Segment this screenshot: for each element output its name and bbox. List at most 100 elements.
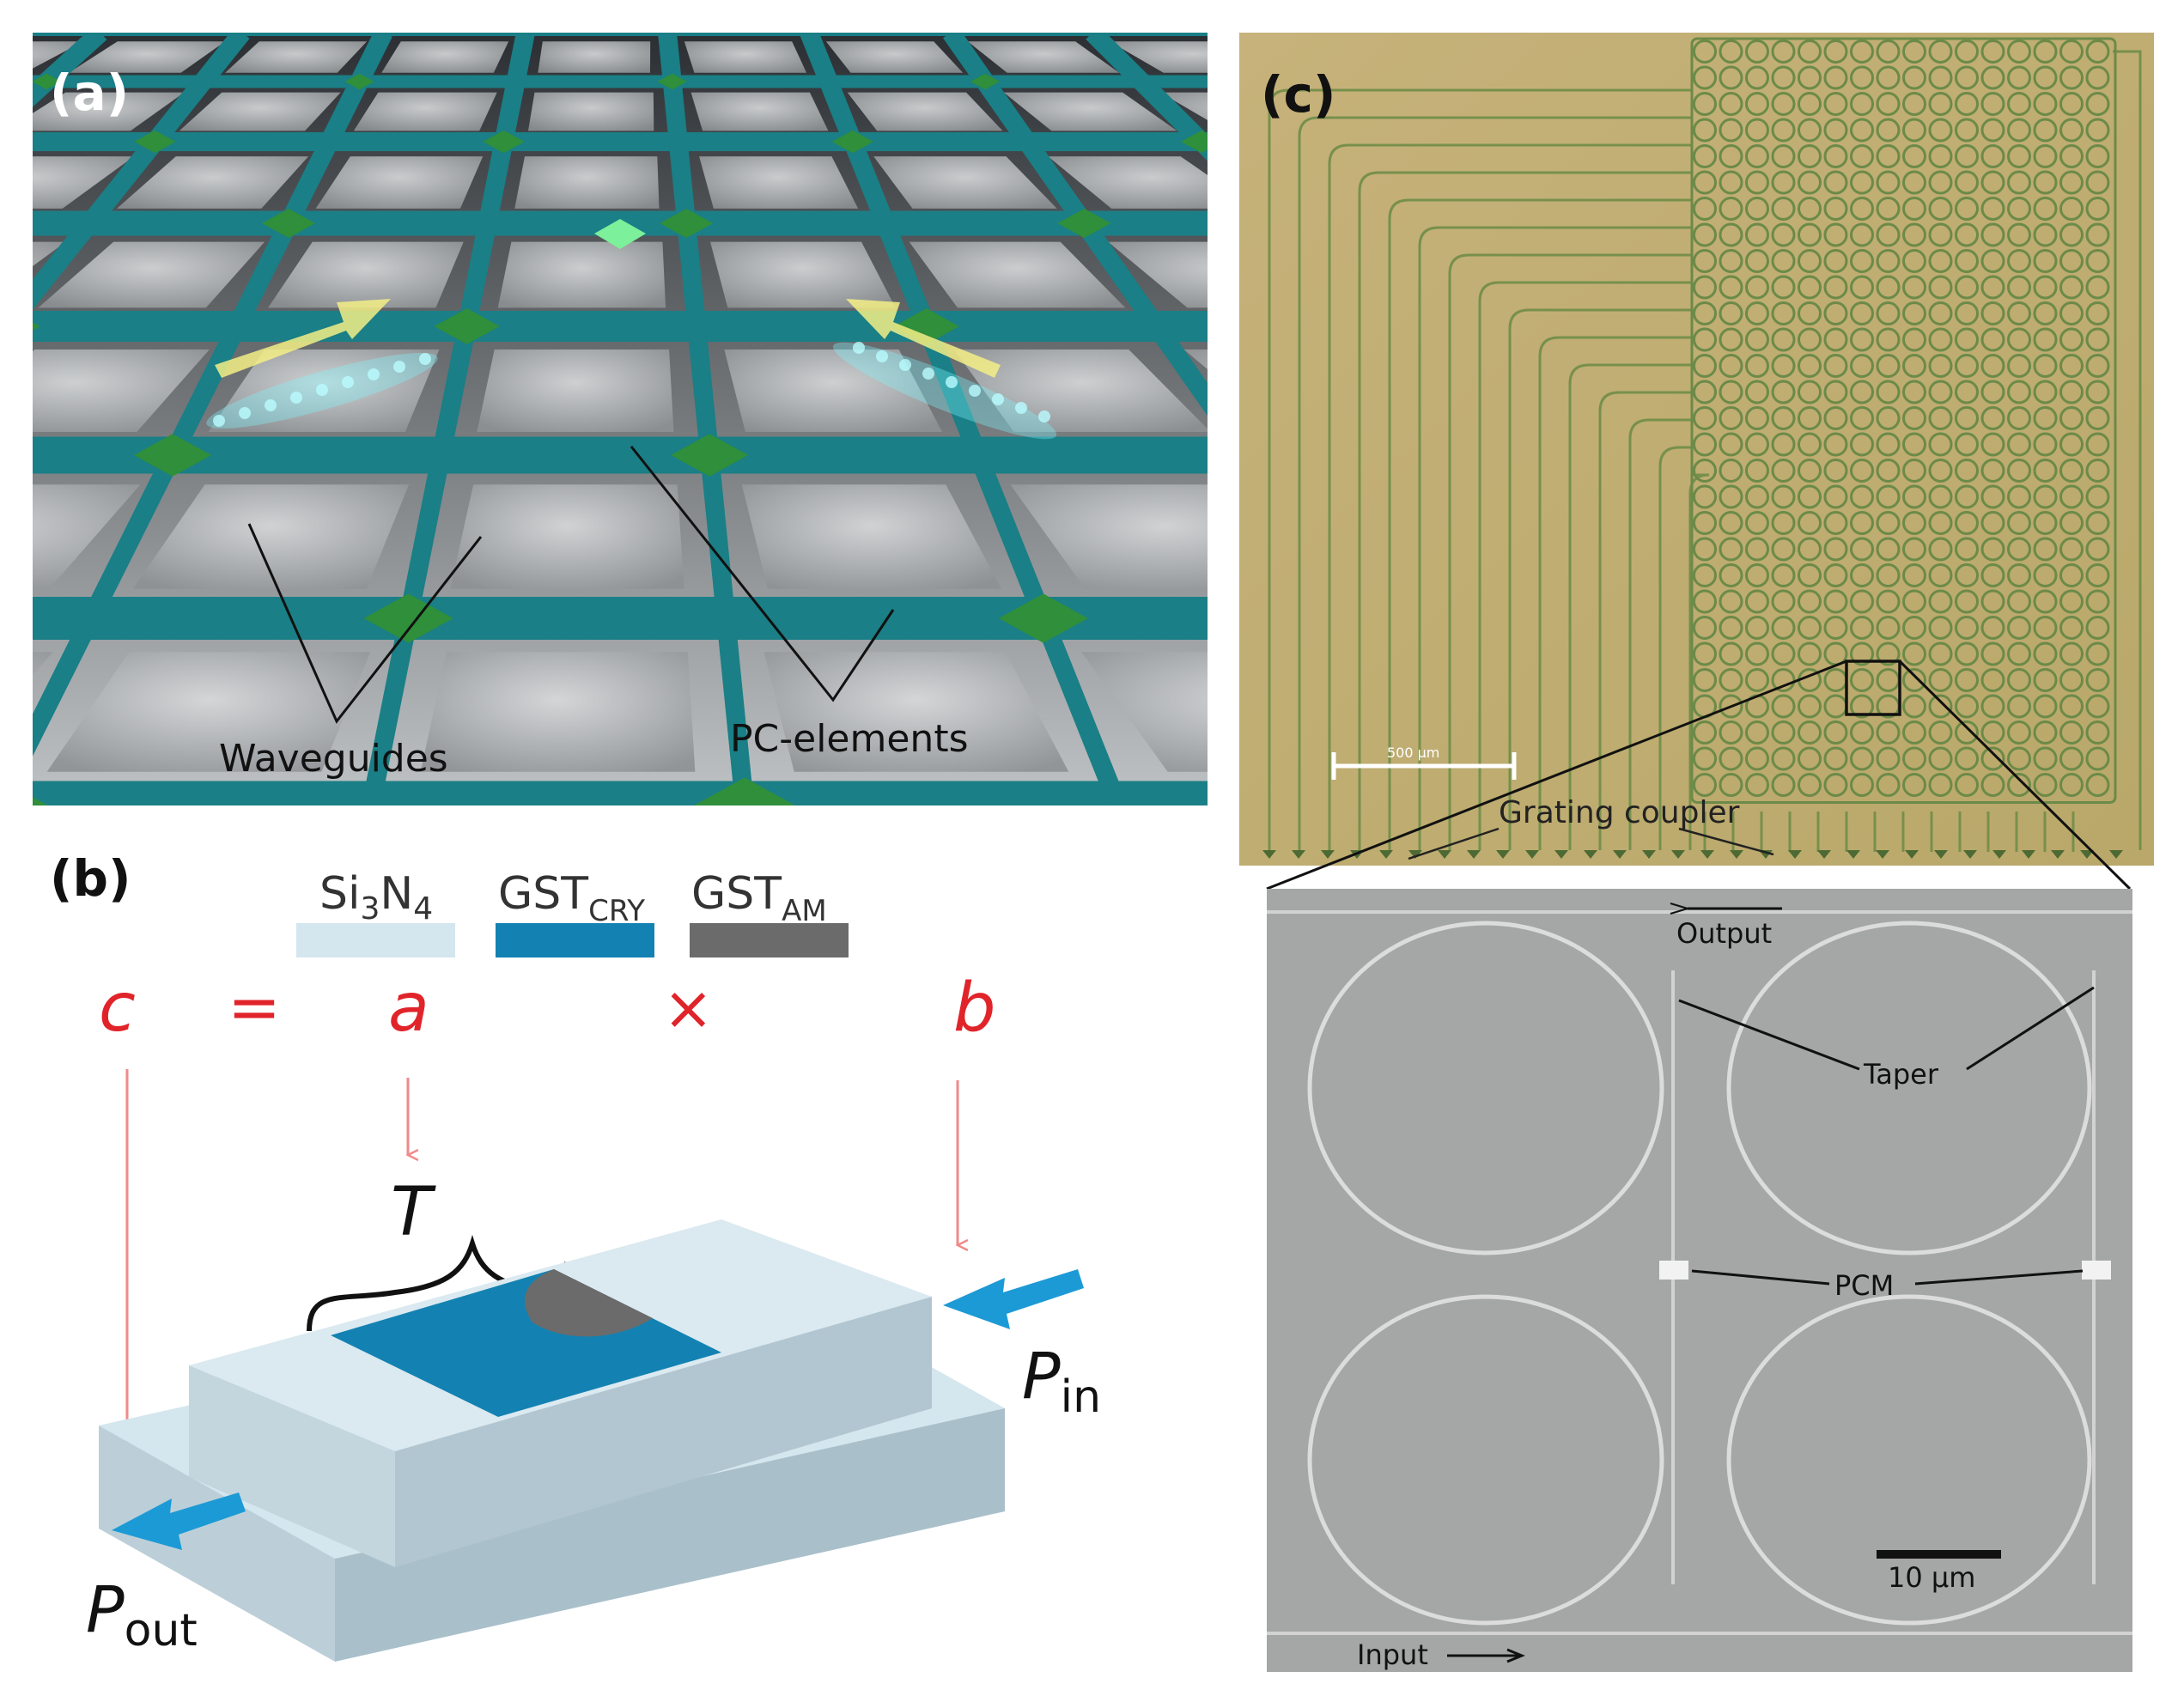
micro-ring	[1955, 563, 1979, 587]
micro-ring	[2085, 746, 2110, 771]
micro-ring	[1719, 144, 1743, 168]
pc-elements-callout	[630, 446, 895, 702]
micro-ring	[1850, 92, 1874, 116]
micro-ring	[1745, 92, 1769, 116]
micro-ring	[1955, 746, 1979, 771]
micro-ring	[1771, 746, 1796, 771]
micro-ring	[1928, 484, 1953, 509]
micro-ring	[2007, 746, 2031, 771]
micro-ring	[1823, 170, 1848, 195]
micro-ring	[2033, 249, 2058, 273]
micro-ring	[1693, 589, 1717, 614]
grating-coupler	[1584, 850, 1597, 859]
micro-ring	[1745, 563, 1769, 587]
micro-ring	[2007, 432, 2031, 457]
micro-ring	[2085, 406, 2110, 430]
micro-ring	[1823, 222, 1848, 247]
grating-coupler	[1613, 850, 1627, 859]
grid-cell	[967, 41, 1120, 73]
micro-ring	[1798, 249, 1822, 273]
pc-element	[831, 130, 873, 154]
micro-ring	[1876, 249, 1901, 273]
micro-ring	[1693, 773, 1717, 797]
micro-ring	[2007, 380, 2031, 404]
micro-ring	[1771, 616, 1796, 640]
micro-ring	[2059, 668, 2084, 692]
micro-ring	[1693, 275, 1717, 300]
micro-ring	[1980, 616, 2005, 640]
micro-ring	[1955, 641, 1979, 666]
micro-ring	[1798, 301, 1822, 325]
grating-coupler	[1934, 850, 1948, 859]
micro-ring	[1719, 773, 1743, 797]
grating-coupler	[1292, 850, 1305, 859]
micro-ring	[2007, 144, 2031, 168]
waveguide-grid	[33, 33, 1208, 805]
grid-cell	[724, 350, 943, 432]
micro-ring	[1823, 432, 1848, 457]
grating-coupler	[1788, 850, 1802, 859]
micro-ring	[2059, 144, 2084, 168]
micro-ring	[2033, 511, 2058, 535]
micro-ring	[1980, 563, 2005, 587]
micro-ring	[1850, 170, 1874, 195]
micro-ring	[1823, 354, 1848, 378]
micro-ring	[1771, 537, 1796, 562]
light-dot	[419, 353, 431, 365]
micro-ring	[1693, 380, 1717, 404]
micro-ring	[2085, 197, 2110, 221]
micro-ring	[1928, 327, 1953, 352]
taper-label: Taper	[1863, 1058, 1939, 1091]
micro-ring	[1876, 301, 1901, 325]
micro-ring	[1980, 380, 2005, 404]
micro-ring	[1902, 432, 1926, 457]
micro-ring	[1693, 301, 1717, 325]
micro-ring	[1771, 354, 1796, 378]
micro-ring	[1928, 537, 1953, 562]
micro-ring	[1823, 406, 1848, 430]
grid-cell	[873, 156, 1057, 209]
pc-element	[434, 308, 500, 344]
light-dot	[969, 385, 981, 397]
micro-ring	[1771, 222, 1796, 247]
micro-ring	[1719, 746, 1743, 771]
micro-ring	[1693, 484, 1717, 509]
scale-bar-top	[1331, 752, 1517, 780]
micro-ring	[2033, 327, 2058, 352]
micro-ring	[1719, 380, 1743, 404]
micro-ring	[2033, 354, 2058, 378]
micro-ring	[2059, 459, 2084, 483]
pc-element	[694, 777, 795, 805]
micro-ring	[1876, 327, 1901, 352]
micro-ring	[1823, 144, 1848, 168]
grid-cell	[315, 156, 484, 209]
grating-coupler-callouts	[1408, 827, 1774, 860]
micro-ring	[1823, 65, 1848, 90]
micro-ring	[1771, 40, 1796, 64]
micro-ring	[1980, 459, 2005, 483]
micro-ring	[1823, 301, 1848, 325]
routing-line	[1478, 281, 1692, 850]
micro-ring	[1693, 641, 1717, 666]
micro-ring	[2007, 275, 2031, 300]
grating-coupler	[1262, 850, 1276, 859]
micro-ring	[1980, 511, 2005, 535]
micro-ring	[1693, 144, 1717, 168]
light-arrows	[112, 1269, 1084, 1550]
equation-b: b	[953, 970, 996, 1047]
micro-ring	[1876, 354, 1901, 378]
micro-ring	[1693, 459, 1717, 483]
micro-ring	[1719, 301, 1743, 325]
micro-ring	[1823, 92, 1848, 116]
micro-ring	[2085, 354, 2110, 378]
grid-cell	[225, 41, 368, 73]
micro-ring	[2059, 537, 2084, 562]
signal-arrow-right	[846, 299, 1001, 378]
micro-ring	[2007, 92, 2031, 116]
micro-ring	[1850, 694, 1874, 719]
micro-ring	[1798, 406, 1822, 430]
grating-coupler	[1467, 850, 1481, 859]
waveguides-label: Waveguides	[219, 737, 448, 781]
micro-ring	[1928, 249, 1953, 273]
pc-element	[893, 308, 959, 344]
